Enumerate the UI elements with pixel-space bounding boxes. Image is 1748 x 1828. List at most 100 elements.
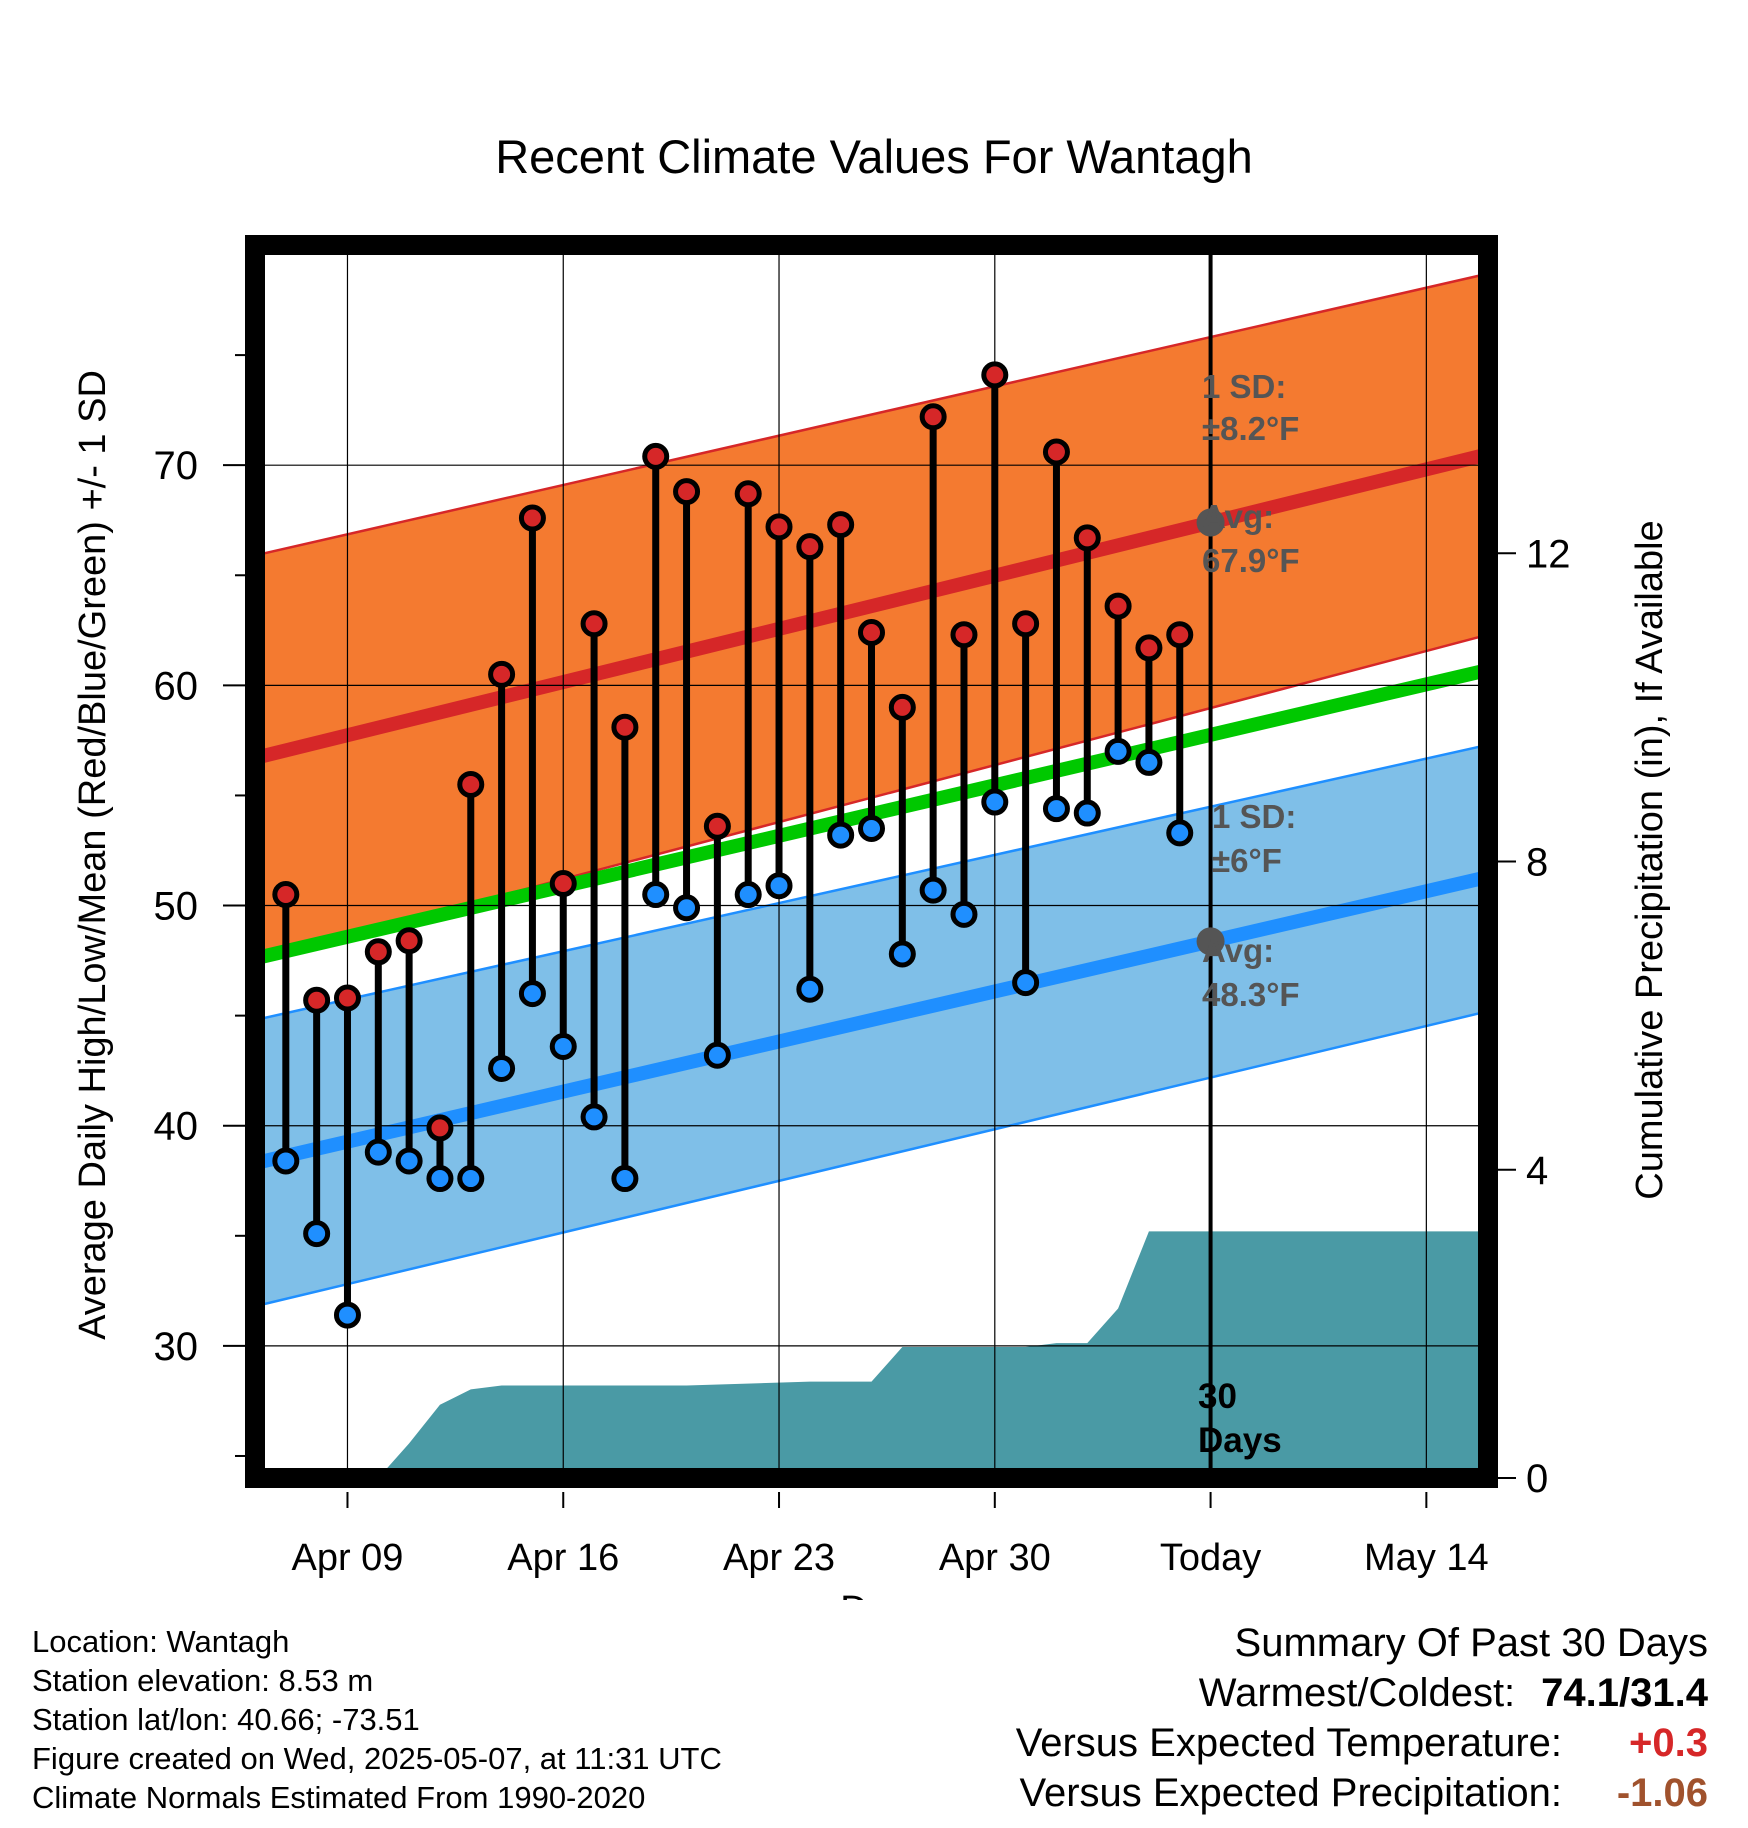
summary-panel: Summary Of Past 30 Days Warmest/Coldest:… — [1016, 1618, 1708, 1818]
precip-label: Versus Expected Precipitation: — [1019, 1771, 1562, 1815]
window-label-number: 30 — [1198, 1377, 1237, 1416]
low-sd-band-lower-edge — [254, 1010, 1489, 1308]
normals-text: Climate Normals Estimated From 1990-2020 — [32, 1780, 646, 1815]
high-avg-title: Avg: — [1202, 498, 1274, 535]
low-point — [673, 894, 701, 922]
high-point — [580, 610, 608, 638]
chart-title: Recent Climate Values For Wantagh — [495, 130, 1253, 183]
temp-label: Versus Expected Temperature: — [1015, 1721, 1562, 1765]
low-point — [395, 1147, 423, 1175]
y2-axis-label: Cumulative Precipitation (in), If Availa… — [1629, 520, 1671, 1199]
x-tick-label: Today — [1160, 1537, 1261, 1579]
high-point — [642, 442, 670, 470]
high-point — [611, 713, 639, 741]
high-sd-value: ±8.2°F — [1202, 410, 1299, 447]
y2-tick-label: 0 — [1526, 1457, 1548, 1501]
low-point — [333, 1301, 361, 1329]
high-point — [1104, 592, 1132, 620]
low-sd-title: 1 SD: — [1212, 798, 1296, 835]
low-point — [919, 876, 947, 904]
high-point — [950, 621, 978, 649]
high-sd-band-upper-edge — [254, 272, 1489, 557]
location-text: Location: Wantagh — [32, 1624, 290, 1659]
x-tick-label: Apr 16 — [507, 1537, 619, 1579]
y-tick-label: 70 — [154, 444, 199, 488]
y-tick-label: 40 — [154, 1105, 199, 1149]
high-point — [1073, 524, 1101, 552]
high-point — [888, 693, 916, 721]
low-point — [950, 900, 978, 928]
low-point — [858, 814, 885, 842]
x-tick-label: May 14 — [1364, 1537, 1489, 1579]
low-point — [703, 1041, 731, 1069]
plot-area: Apr 09 Apr 16 Apr 23 Apr 30 Today May 1430405… — [154, 235, 1571, 1579]
low-normal-today-marker — [1196, 927, 1225, 956]
created-text: Figure created on Wed, 2025-05-07, at 11… — [32, 1741, 722, 1776]
high-point — [827, 511, 855, 539]
low-point — [796, 975, 824, 1003]
high-point — [734, 480, 762, 508]
high-point — [333, 984, 361, 1012]
high-point — [395, 927, 423, 955]
low-point — [303, 1220, 331, 1248]
low-point — [1135, 748, 1163, 776]
x-tick-label: Apr 30 — [939, 1537, 1051, 1579]
summary-precip: Versus Expected Precipitation: -1.06 — [1016, 1768, 1708, 1818]
warm-cold-value: 74.1/31.4 — [1541, 1671, 1708, 1715]
low-point — [272, 1147, 300, 1175]
low-point — [457, 1165, 485, 1193]
high-point — [426, 1114, 454, 1142]
high-point — [549, 870, 577, 898]
low-sd-band-upper-edge — [254, 743, 1489, 1022]
high-avg-value: 67.9°F — [1202, 542, 1300, 579]
high-point — [303, 986, 331, 1014]
high-point — [1135, 634, 1163, 662]
high-point — [919, 403, 947, 431]
low-point — [1166, 819, 1194, 847]
precip-value: -1.06 — [1616, 1771, 1708, 1815]
high-point — [703, 812, 731, 840]
y-tick-label: 60 — [154, 664, 199, 708]
summary-warm-cold: Warmest/Coldest: 74.1/31.4 — [1016, 1668, 1708, 1718]
y2-tick-label: 8 — [1526, 841, 1548, 885]
low-point — [580, 1103, 608, 1131]
station-info: Location: Wantagh Station elevation: 8.5… — [32, 1622, 722, 1817]
x-axis-label: Day — [840, 1589, 908, 1600]
low-point — [1104, 737, 1132, 765]
climate-chart: Recent Climate Values For Wantagh Apr 09… — [72, 130, 1671, 1600]
low-point — [364, 1138, 392, 1166]
low-point — [1012, 969, 1040, 997]
high-point — [272, 881, 300, 909]
low-avg-value: 48.3°F — [1202, 976, 1300, 1013]
high-point — [518, 504, 546, 532]
low-point — [1042, 795, 1070, 823]
low-point — [827, 821, 855, 849]
y2-tick-label: 12 — [1526, 532, 1571, 576]
y2-tick-label: 4 — [1526, 1149, 1548, 1193]
low-sd-value: ±6°F — [1212, 842, 1282, 879]
x-tick-label: Apr 23 — [723, 1537, 835, 1579]
high-point — [364, 938, 392, 966]
high-point — [1042, 438, 1070, 466]
y-tick-label: 30 — [154, 1325, 199, 1369]
y-tick-label: 50 — [154, 885, 199, 929]
warm-cold-label: Warmest/Coldest: — [1198, 1671, 1516, 1715]
high-point — [488, 660, 516, 688]
temp-value: +0.3 — [1629, 1721, 1708, 1765]
high-point — [765, 513, 793, 541]
high-normal-line — [253, 447, 1490, 765]
high-point — [1166, 621, 1194, 649]
high-normal-today-marker — [1196, 508, 1225, 537]
window-label-days: Days — [1198, 1421, 1282, 1460]
low-point — [765, 872, 793, 900]
high-sd-title: 1 SD: — [1202, 368, 1286, 405]
summary-heading: Summary Of Past 30 Days — [1234, 1621, 1708, 1665]
y-axis-label: Average Daily High/Low/Mean (Red/Blue/Gr… — [72, 370, 114, 1340]
summary-temp: Versus Expected Temperature: +0.3 — [1016, 1718, 1708, 1768]
precipitation-area — [255, 1231, 1488, 1478]
x-tick-label: Apr 09 — [291, 1537, 403, 1579]
low-point — [642, 881, 670, 909]
high-point — [673, 478, 701, 506]
high-point — [981, 361, 1009, 389]
high-point — [1012, 610, 1040, 638]
